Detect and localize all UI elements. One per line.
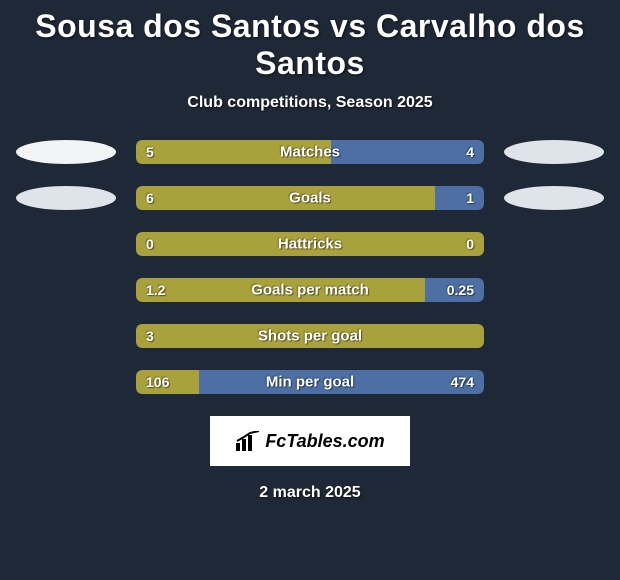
- stat-row: 0 0 Hattricks: [0, 232, 620, 256]
- value-right: 4: [466, 144, 474, 160]
- stat-label: Matches: [280, 144, 340, 161]
- page-title: Sousa dos Santos vs Carvalho dos Santos: [0, 8, 620, 82]
- value-left: 1.2: [146, 282, 165, 298]
- value-left: 3: [146, 328, 154, 344]
- stat-rows: 5 4 Matches 6 1 Goals 0 0 Hattricks 1.2 0.25 Goals …: [0, 140, 620, 394]
- page-subtitle: Club competitions, Season 2025: [0, 94, 620, 112]
- stat-bar: 0 0 Hattricks: [136, 232, 484, 256]
- left-oval: [16, 140, 116, 164]
- stat-bar: 3 Shots per goal: [136, 324, 484, 348]
- stat-row: 3 Shots per goal: [0, 324, 620, 348]
- value-left: 0: [146, 236, 154, 252]
- logo-badge: FcTables.com: [210, 416, 410, 466]
- stat-bar: 106 474 Min per goal: [136, 370, 484, 394]
- stat-row: 1.2 0.25 Goals per match: [0, 278, 620, 302]
- stat-label: Shots per goal: [258, 328, 362, 345]
- value-right: 474: [451, 374, 474, 390]
- stat-label: Min per goal: [266, 374, 354, 391]
- stat-row: 5 4 Matches: [0, 140, 620, 164]
- comparison-infographic: Sousa dos Santos vs Carvalho dos Santos …: [0, 0, 620, 502]
- value-right: 0.25: [447, 282, 474, 298]
- chart-icon: [235, 431, 261, 451]
- value-left: 6: [146, 190, 154, 206]
- stat-label: Hattricks: [278, 236, 342, 253]
- bar-segment-left: [136, 186, 435, 210]
- stat-bar: 6 1 Goals: [136, 186, 484, 210]
- left-oval: [16, 186, 116, 210]
- date-text: 2 march 2025: [0, 484, 620, 502]
- stat-row: 6 1 Goals: [0, 186, 620, 210]
- bar-segment-right: [331, 140, 484, 164]
- stat-bar: 1.2 0.25 Goals per match: [136, 278, 484, 302]
- value-left: 5: [146, 144, 154, 160]
- right-oval: [504, 186, 604, 210]
- value-left: 106: [146, 374, 169, 390]
- stat-bar: 5 4 Matches: [136, 140, 484, 164]
- right-oval: [504, 140, 604, 164]
- value-right: 0: [466, 236, 474, 252]
- value-right: 1: [466, 190, 474, 206]
- stat-label: Goals: [289, 190, 331, 207]
- bar-segment-right: [435, 186, 484, 210]
- stat-row: 106 474 Min per goal: [0, 370, 620, 394]
- stat-label: Goals per match: [251, 282, 369, 299]
- logo-text: FcTables.com: [265, 431, 384, 452]
